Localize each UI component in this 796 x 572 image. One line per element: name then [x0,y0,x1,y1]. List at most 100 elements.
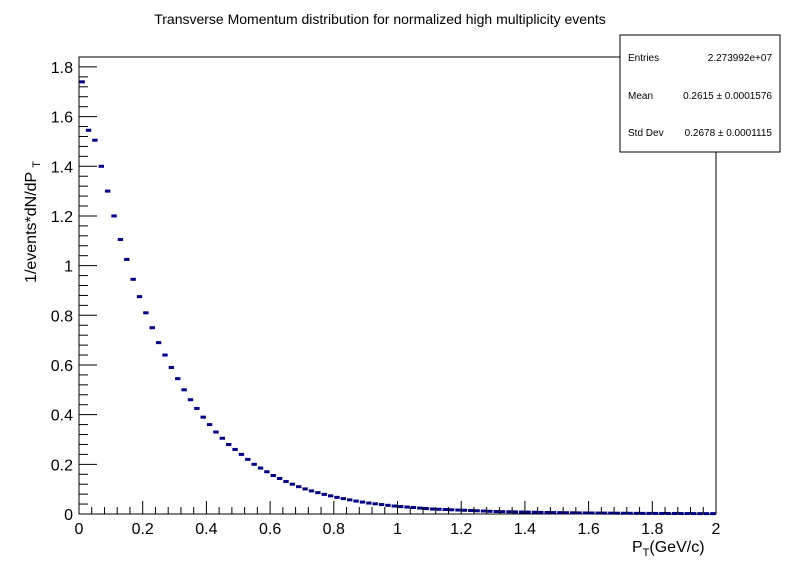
y-axis-title-sub: T [31,161,43,168]
histogram-bin [671,512,678,516]
histogram-bin [347,498,353,502]
histogram-bin [487,509,493,513]
histogram-bin [461,508,468,512]
histogram-bin [684,512,691,516]
histogram-bin [506,510,512,514]
histogram-bin [525,510,531,514]
y-tick-label: 0.6 [51,358,73,375]
histogram-bin [697,512,703,516]
histogram-bin [417,506,423,510]
histogram-bin [410,506,417,510]
x-tick-label: 1.4 [514,521,536,538]
histogram-bin [474,509,480,513]
y-tick-label: 1 [64,259,73,276]
histogram-bin [710,512,716,516]
y-tick-label: 0.8 [51,308,73,325]
histogram-bin [315,491,321,495]
histogram-bin [117,238,124,242]
histogram-bin [143,311,149,315]
histogram-bin [455,508,461,512]
histogram-bin [226,442,232,446]
histogram-bin [149,326,155,330]
histogram-bin [124,257,130,261]
histogram-bin [391,504,397,508]
histogram-bin [665,511,671,515]
histogram-bin [601,511,608,515]
histogram-bin [130,277,136,281]
stats-box-frame [619,34,781,153]
histogram-bin [359,500,366,504]
histogram-bin [289,482,296,486]
x-axis-title: PT(GeV/c) [632,539,705,559]
histogram-bin [302,487,308,491]
x-tick-label: 0.2 [132,521,154,538]
histogram-bin [703,512,710,516]
histogram-bin [436,507,442,511]
histogram-bin [276,476,283,480]
x-tick-label: 1.6 [577,521,599,538]
x-axis-title-sub: T [643,547,650,559]
histogram-bin [563,511,569,515]
histogram-bin [340,497,347,501]
y-tick-label: 1.4 [51,159,73,176]
histogram-bin [219,436,226,440]
chart-title: Transverse Momentum distribution for nor… [154,11,606,27]
x-tick-label: 1.2 [450,521,472,538]
histogram-bin [633,511,640,515]
histogram-bin [213,430,219,434]
histogram-bin [270,474,276,478]
x-tick-label: 1 [393,521,402,538]
histogram-bin [168,365,175,369]
histogram-bin [499,510,506,514]
histogram-bin [531,510,538,514]
x-axis: 0 0.2 0.4 0.6 0.8 1 1.2 1.4 1.6 1.8 2 [75,501,721,538]
histogram-bin [378,503,385,507]
stats-mean-label: Mean [628,91,653,102]
histogram-bin [423,507,429,511]
histogram-bin [569,511,576,515]
stats-entries-label: Entries [628,53,659,64]
x-tick-label: 0 [75,521,84,538]
histogram-bin [200,415,206,419]
histogram-bin [519,510,525,514]
histogram-bin [442,508,448,512]
histogram-bin [321,492,327,496]
histogram-bin [136,295,143,299]
histogram-bin [85,128,92,132]
histogram-bin [372,502,378,506]
histogram-bin [245,457,251,461]
histogram-bin [334,495,340,499]
histogram-bin [627,511,633,515]
y-axis-title: 1/events*dN/dP T [23,161,43,283]
y-axis: 0 0.2 0.4 0.6 0.8 1 1.2 1.4 1.6 1.8 [51,56,97,524]
histogram-bin [155,341,162,345]
histogram-bin [468,509,474,513]
stats-std-value: 0.2678 ± 0.0001115 [685,128,773,139]
histogram-bin [608,511,614,515]
stats-mean-value: 0.2615 ± 0.0001576 [683,91,772,102]
histogram-bin [92,138,98,142]
x-tick-label: 0.6 [259,521,281,538]
x-tick-label: 2 [712,521,721,538]
histogram-bin [308,489,315,493]
histogram-bin [264,470,270,474]
histogram-bin [550,511,557,515]
histogram-bin [206,423,213,427]
histogram-bin [104,189,111,193]
x-tick-label: 0.4 [195,521,217,538]
histogram-bin [111,214,117,218]
histogram-bin [353,499,359,503]
y-tick-label: 0.2 [51,457,73,474]
histogram-bin [512,510,519,514]
histogram-bin [162,353,168,357]
histogram-bin [175,377,181,381]
histogram-bin [448,508,455,512]
histogram-bin [79,80,85,84]
histogram-bin [589,511,595,515]
histogram-bin [576,511,582,515]
histogram-bin [480,509,487,513]
y-tick-label: 0 [64,507,73,524]
stats-std-label: Std Dev [628,128,664,139]
x-axis-title-main: P [632,539,643,556]
